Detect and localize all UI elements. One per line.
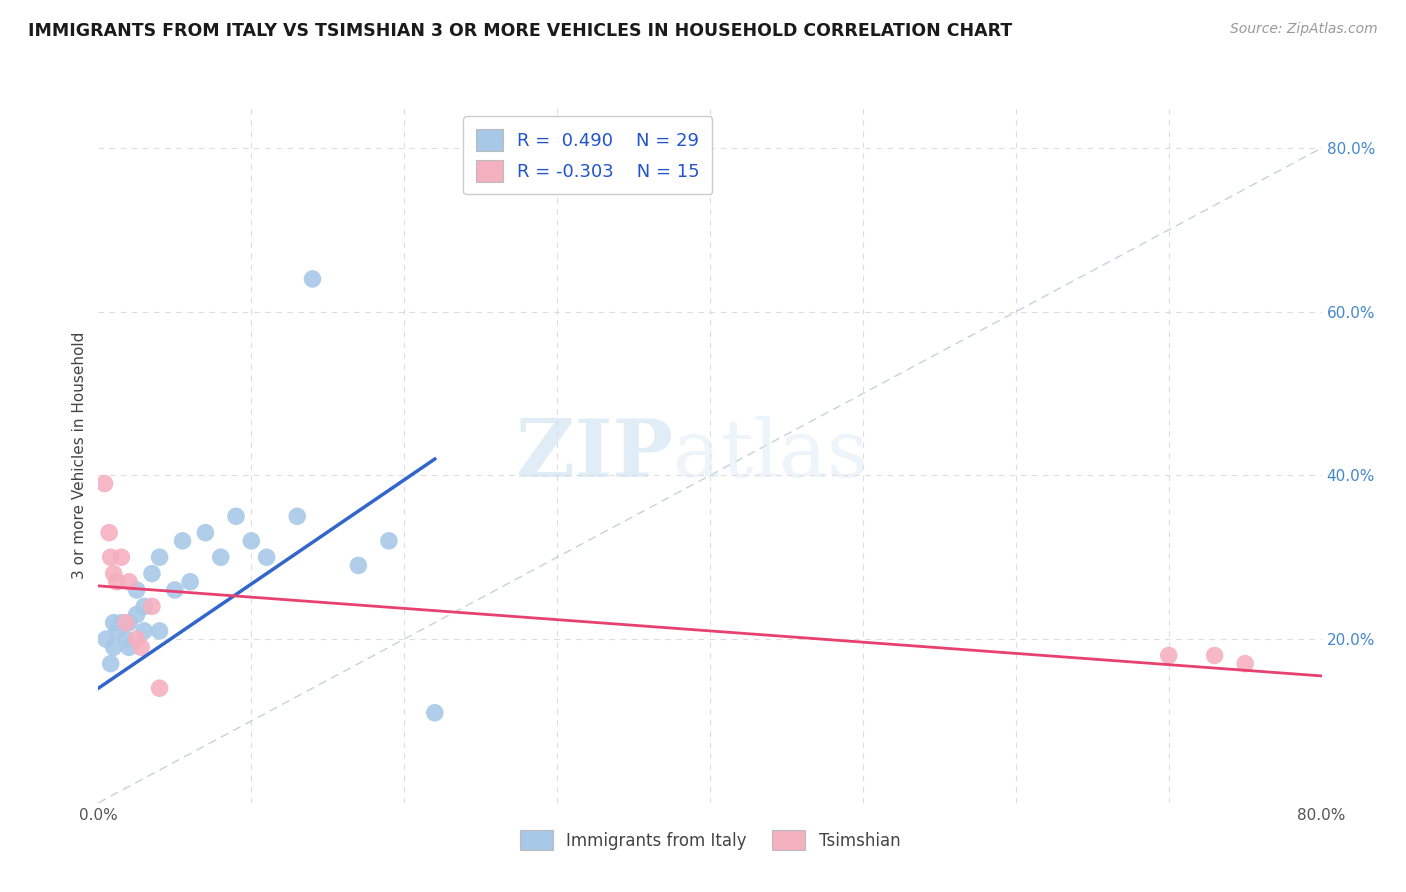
Point	[378, 533, 401, 548]
Point	[149, 624, 172, 638]
Point	[240, 533, 263, 548]
Legend: Immigrants from Italy, Tsimshian: Immigrants from Italy, Tsimshian	[513, 823, 907, 857]
Point	[301, 272, 323, 286]
Point	[125, 632, 148, 646]
Point	[225, 509, 247, 524]
Point	[103, 566, 125, 581]
Point	[105, 574, 128, 589]
Point	[118, 574, 141, 589]
Point	[423, 706, 446, 720]
Point	[125, 607, 148, 622]
Point	[149, 681, 172, 696]
Point	[134, 624, 156, 638]
Point	[141, 599, 163, 614]
Point	[256, 550, 278, 565]
Point	[100, 550, 122, 565]
Text: IMMIGRANTS FROM ITALY VS TSIMSHIAN 3 OR MORE VEHICLES IN HOUSEHOLD CORRELATION C: IMMIGRANTS FROM ITALY VS TSIMSHIAN 3 OR …	[28, 22, 1012, 40]
Point	[1157, 648, 1180, 663]
Point	[118, 615, 141, 630]
Point	[149, 550, 172, 565]
Point	[179, 574, 201, 589]
Point	[209, 550, 232, 565]
Text: atlas: atlas	[673, 416, 869, 494]
Point	[105, 624, 128, 638]
Point	[93, 476, 115, 491]
Point	[141, 566, 163, 581]
Point	[347, 558, 370, 573]
Point	[110, 550, 132, 565]
Point	[125, 582, 148, 597]
Point	[163, 582, 186, 597]
Point	[98, 525, 121, 540]
Point	[285, 509, 308, 524]
Point	[110, 615, 132, 630]
Point	[115, 615, 138, 630]
Point	[103, 640, 125, 655]
Point	[194, 525, 217, 540]
Point	[115, 632, 138, 646]
Point	[129, 640, 152, 655]
Point	[172, 533, 194, 548]
Point	[118, 640, 141, 655]
Point	[1204, 648, 1226, 663]
Point	[1234, 657, 1257, 671]
Y-axis label: 3 or more Vehicles in Household: 3 or more Vehicles in Household	[72, 331, 87, 579]
Point	[103, 615, 125, 630]
Point	[100, 657, 122, 671]
Text: ZIP: ZIP	[516, 416, 673, 494]
Point	[134, 599, 156, 614]
Point	[94, 632, 117, 646]
Text: Source: ZipAtlas.com: Source: ZipAtlas.com	[1230, 22, 1378, 37]
